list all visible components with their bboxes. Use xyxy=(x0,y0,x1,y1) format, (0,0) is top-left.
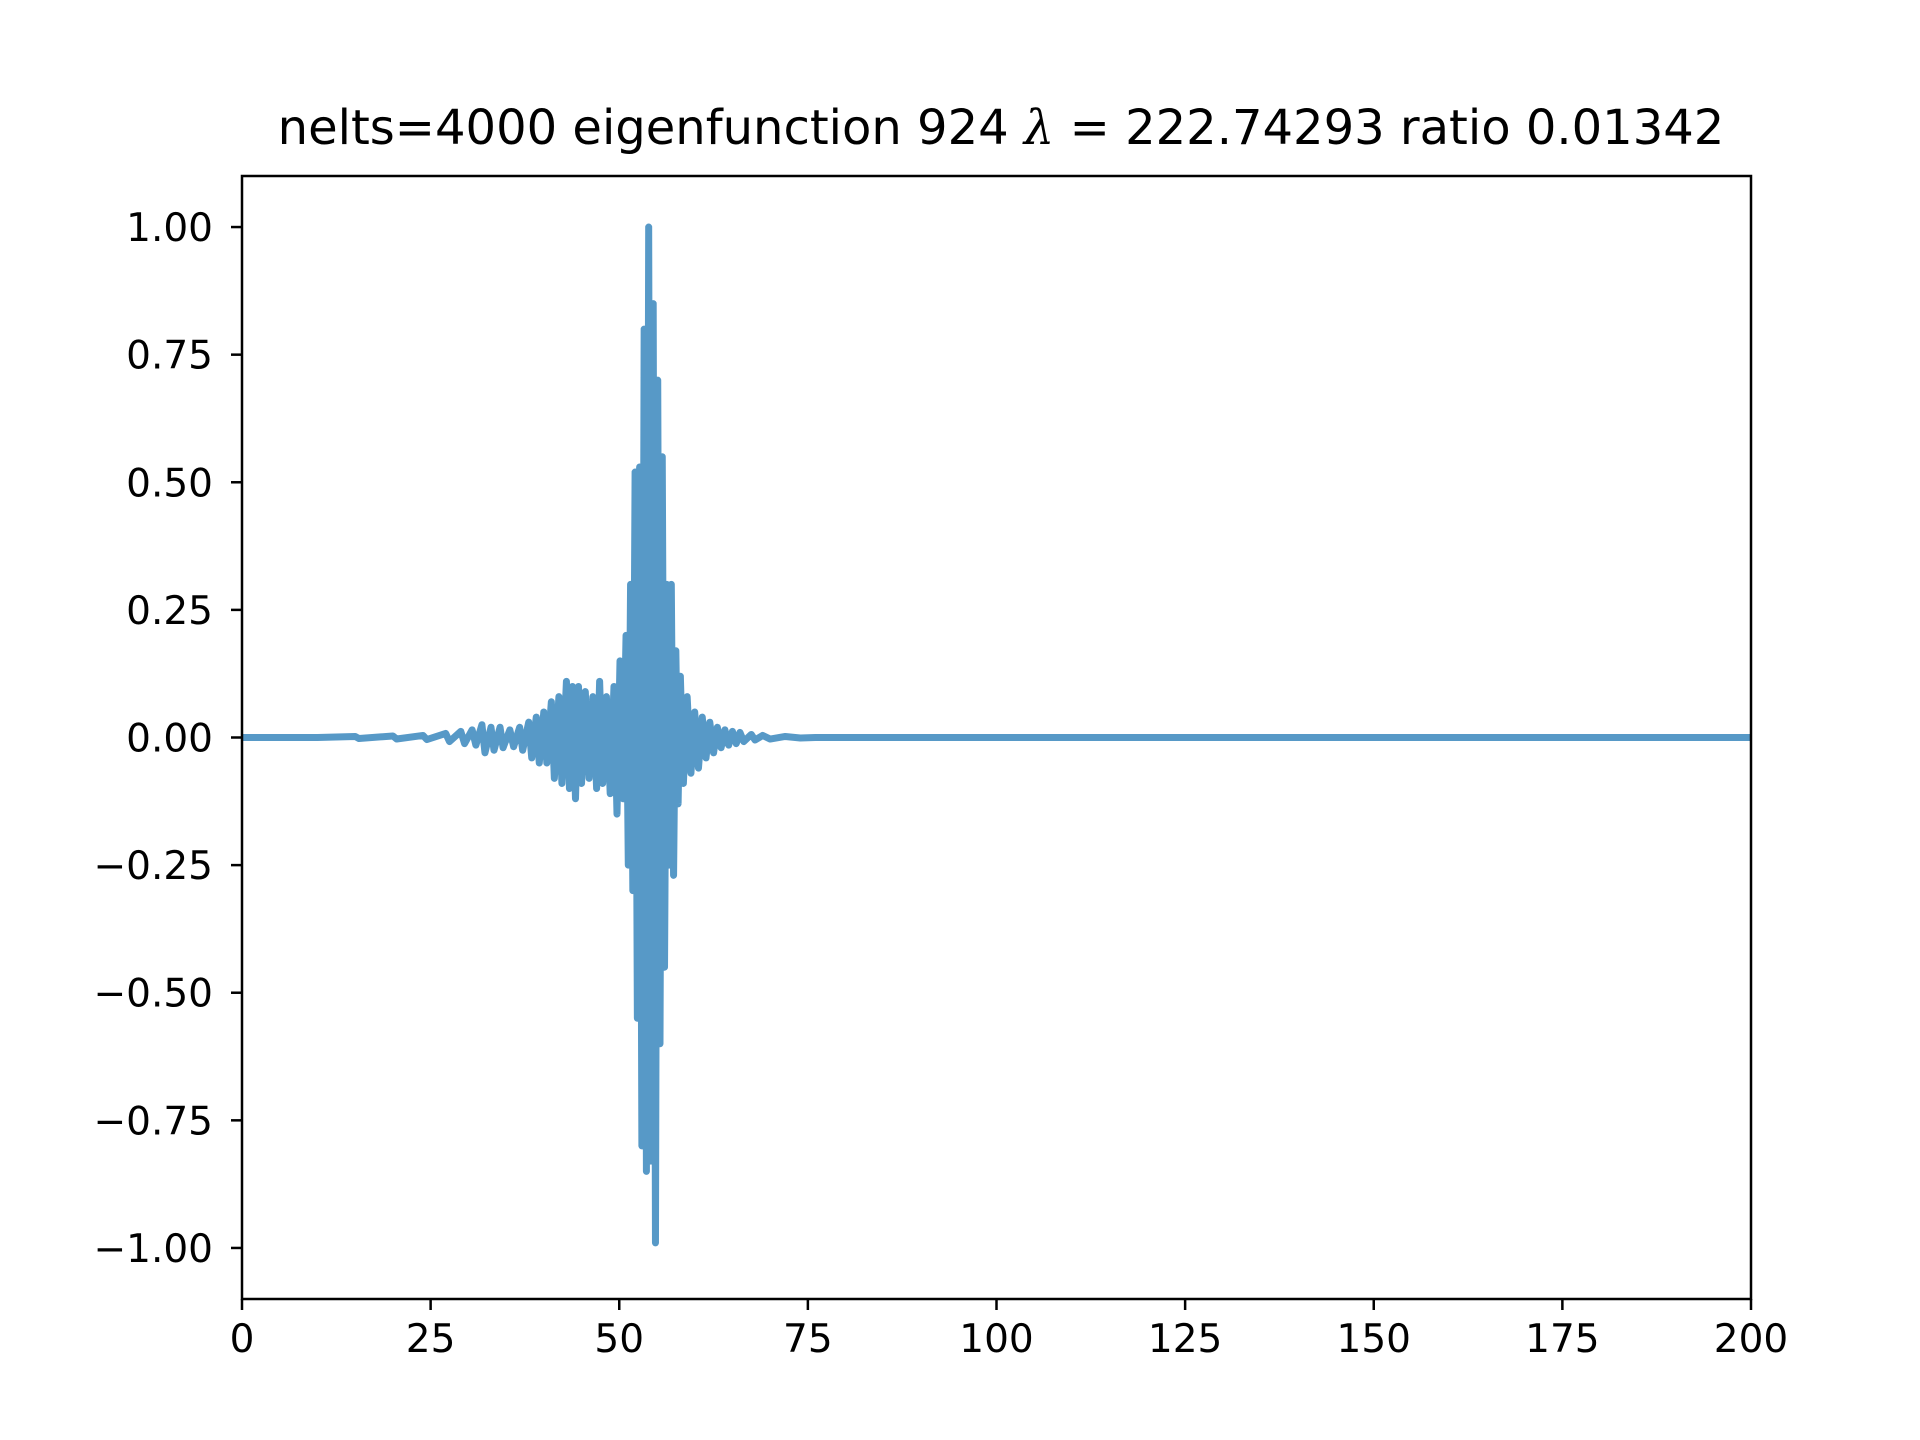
y-tick-label: −0.75 xyxy=(93,1099,213,1144)
x-tick-label: 25 xyxy=(406,1317,456,1362)
y-tick-label: −0.50 xyxy=(93,972,213,1017)
y-tick-label: 1.00 xyxy=(126,206,213,251)
y-tick-label: 0.25 xyxy=(126,589,213,634)
y-tick-label: −0.25 xyxy=(93,844,213,889)
series-line-0 xyxy=(242,223,1751,1247)
x-tick-label: 200 xyxy=(1714,1317,1788,1362)
x-tick-label: 0 xyxy=(230,1317,255,1362)
y-tick-label: 0.00 xyxy=(126,717,213,762)
title-equals: = xyxy=(1054,100,1125,156)
y-axis: 1.00 0.75 0.50 0.25 0.00 −0.25 −0.50 −0.75 −1.00 xyxy=(93,206,242,1272)
y-tick-label: 0.50 xyxy=(126,461,213,506)
x-tick-label: 175 xyxy=(1525,1317,1599,1362)
y-tick-label: 0.75 xyxy=(126,334,213,379)
title-prefix: nelts=4000 eigenfunction 924 xyxy=(278,100,1024,156)
x-axis: 0 25 50 75 100 125 150 175 200 xyxy=(230,1299,1788,1362)
title-lambda-symbol: λ xyxy=(1022,100,1054,156)
x-tick-label: 150 xyxy=(1337,1317,1411,1362)
title-suffix: 222.74293 ratio 0.01342 xyxy=(1125,100,1724,156)
series-group xyxy=(242,223,1751,1247)
x-tick-label: 100 xyxy=(959,1317,1033,1362)
x-tick-label: 50 xyxy=(594,1317,644,1362)
x-tick-label: 75 xyxy=(783,1317,833,1362)
y-tick-label: −1.00 xyxy=(93,1227,213,1272)
chart-title: nelts=4000 eigenfunction 924 λ = 222.742… xyxy=(278,100,1725,156)
x-tick-label: 125 xyxy=(1148,1317,1222,1362)
